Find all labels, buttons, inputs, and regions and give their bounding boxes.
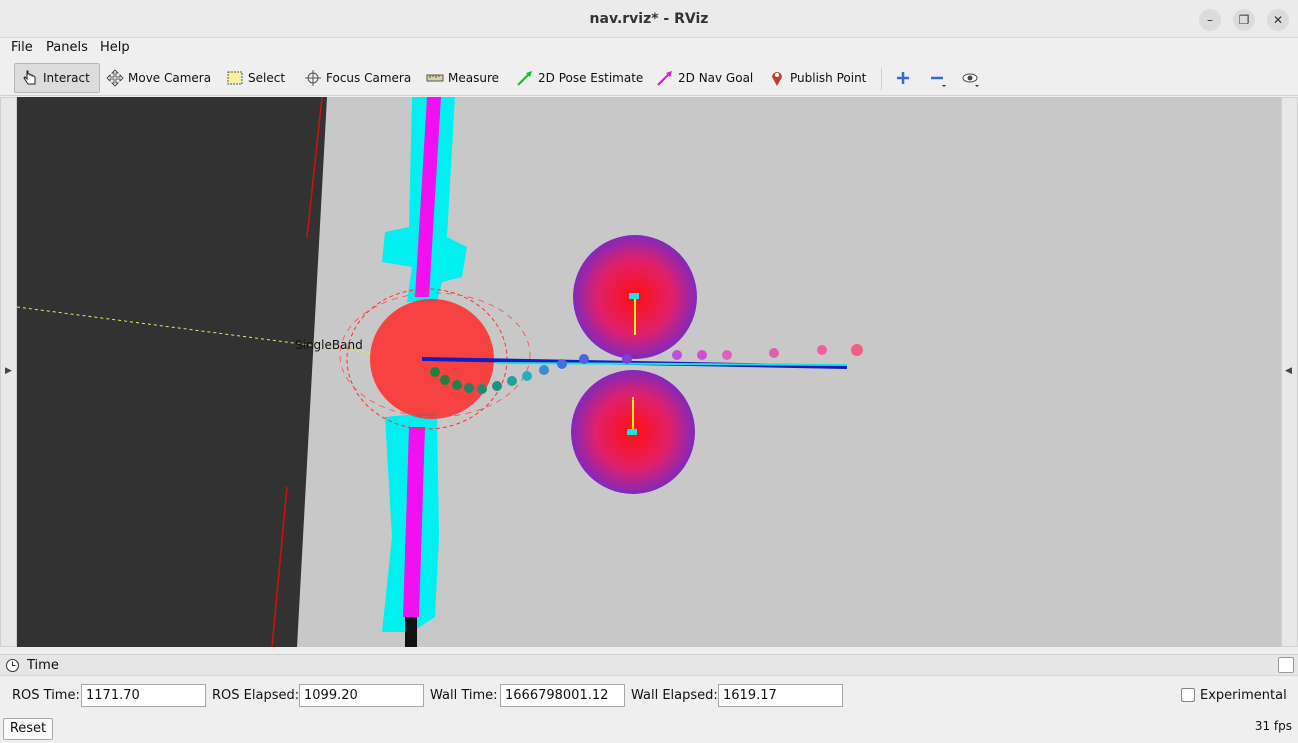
- unknown-map-region: [17, 97, 327, 647]
- experimental-checkbox[interactable]: [1181, 688, 1195, 702]
- select-tool-button[interactable]: Select: [220, 63, 291, 93]
- map-pin-icon: [768, 69, 786, 87]
- obstacle-center-marker: [629, 293, 639, 299]
- expand-left-icon: ▶: [5, 366, 12, 376]
- ruler-icon: [426, 69, 444, 87]
- clock-icon: [5, 658, 20, 677]
- menu-panels[interactable]: Panels: [46, 40, 88, 55]
- pose-estimate-label: 2D Pose Estimate: [538, 71, 644, 85]
- lower-costmap-strip: [382, 412, 439, 647]
- green-arrow-icon: [516, 69, 534, 87]
- render-viewport[interactable]: SingleBand: [17, 97, 1281, 647]
- interact-tool-button[interactable]: Interact: [14, 63, 100, 93]
- title-bar: nav.rviz* - RViz – ❐ ✕: [0, 0, 1298, 38]
- reset-button[interactable]: Reset: [3, 718, 53, 740]
- window-title: nav.rviz* - RViz: [589, 11, 709, 27]
- scene-canvas: SingleBand: [17, 97, 863, 647]
- menu-bar: File Panels Help: [0, 38, 1298, 60]
- hand-pointer-icon: [21, 69, 39, 87]
- minus-icon: [928, 69, 946, 87]
- publish-point-tool-button[interactable]: Publish Point: [762, 63, 872, 93]
- status-bar: Reset 31 fps: [0, 716, 1298, 743]
- laser-scan-line: [271, 486, 288, 647]
- nav-goal-tool-button[interactable]: 2D Nav Goal: [650, 63, 759, 93]
- magenta-arrow-icon: [656, 69, 674, 87]
- obstacle-center-marker: [627, 429, 637, 435]
- local-plan-path: [496, 362, 848, 366]
- elastic-band-bubbles: [430, 344, 863, 394]
- eye-icon: [961, 69, 979, 87]
- select-box-icon: [226, 69, 244, 87]
- panel-undock-button[interactable]: [1278, 657, 1294, 673]
- measure-label: Measure: [448, 71, 499, 85]
- minimize-button[interactable]: –: [1199, 9, 1221, 31]
- time-panel-title: Time: [27, 658, 59, 673]
- laser-scan-line: [306, 97, 323, 238]
- tool-visibility-button[interactable]: [955, 63, 985, 93]
- maximize-button[interactable]: ❐: [1233, 9, 1255, 31]
- ros-elapsed-field[interactable]: [299, 684, 424, 707]
- time-panel-header: Time: [0, 654, 1298, 676]
- wall-time-field[interactable]: [500, 684, 625, 707]
- fps-counter: 31 fps: [1254, 719, 1292, 733]
- measure-tool-button[interactable]: Measure: [420, 63, 505, 93]
- focus-camera-tool-button[interactable]: Focus Camera: [298, 63, 417, 93]
- wall-time-label: Wall Time:: [430, 688, 498, 703]
- close-button[interactable]: ✕: [1267, 9, 1289, 31]
- toolbar-separator: [881, 68, 882, 90]
- pose-estimate-tool-button[interactable]: 2D Pose Estimate: [510, 63, 649, 93]
- crosshair-icon: [304, 69, 322, 87]
- ros-time-field[interactable]: [81, 684, 206, 707]
- focus-camera-label: Focus Camera: [326, 71, 412, 85]
- add-tool-button[interactable]: [888, 63, 914, 93]
- interact-label: Interact: [43, 71, 90, 85]
- upper-costmap-strip: [382, 97, 467, 302]
- time-panel: ROS Time: ROS Elapsed: Wall Time: Wall E…: [0, 676, 1298, 716]
- right-panel-collapse[interactable]: ◀: [1281, 97, 1298, 647]
- ros-elapsed-label: ROS Elapsed:: [212, 688, 300, 703]
- nav-goal-label: 2D Nav Goal: [678, 71, 754, 85]
- expand-right-icon: ◀: [1285, 366, 1292, 376]
- menu-file[interactable]: File: [11, 40, 33, 55]
- remove-tool-button[interactable]: [922, 63, 952, 93]
- axis-dashed-line: [17, 306, 418, 360]
- publish-point-label: Publish Point: [790, 71, 867, 85]
- move-camera-label: Move Camera: [128, 71, 212, 85]
- wall-elapsed-label: Wall Elapsed:: [631, 688, 718, 703]
- move-camera-tool-button[interactable]: Move Camera: [100, 63, 217, 93]
- move-arrows-icon: [106, 69, 124, 87]
- wall-elapsed-field[interactable]: [718, 684, 843, 707]
- frame-label: SingleBand: [295, 338, 363, 352]
- toolbar: Interact Move Camera Select Focus Camera…: [0, 60, 1298, 96]
- plus-icon: [894, 69, 912, 87]
- menu-help[interactable]: Help: [100, 40, 130, 55]
- select-label: Select: [248, 71, 286, 85]
- ros-time-label: ROS Time:: [12, 688, 80, 703]
- left-panel-collapse[interactable]: ▶: [0, 97, 17, 647]
- experimental-label: Experimental: [1200, 688, 1287, 703]
